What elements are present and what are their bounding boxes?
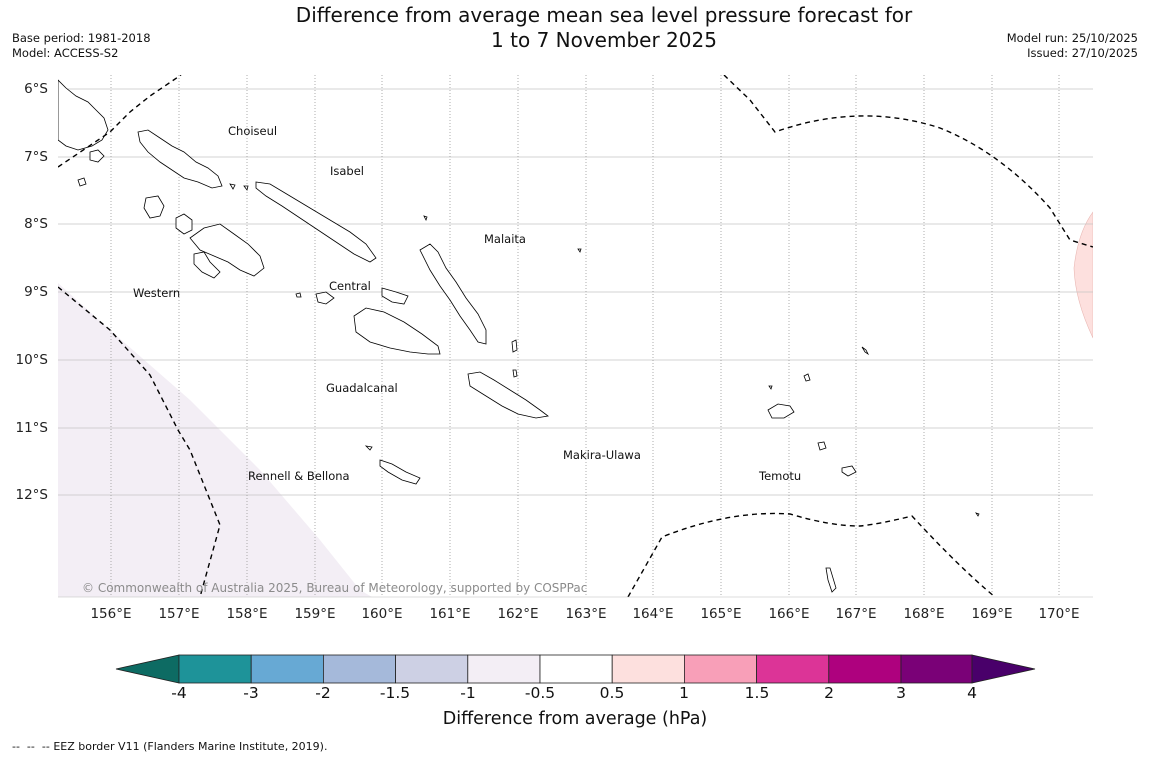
malaita-island <box>419 243 487 345</box>
anuta-islets <box>825 567 837 593</box>
region-label-central: Central <box>329 279 371 293</box>
dashed-line-icon: -- -- -- <box>12 740 54 753</box>
sikaiana-islet <box>577 248 582 253</box>
latitude-gridlines <box>58 88 1093 496</box>
lat-label: 6°S <box>24 81 48 97</box>
lon-label: 162°E <box>497 606 539 622</box>
small-malaita-island <box>511 339 518 353</box>
eez-borders <box>58 75 1093 597</box>
shortland-island <box>89 149 105 163</box>
meta-left: Base period: 1981-2018 Model: ACCESS-S2 <box>12 31 151 61</box>
model-run: Model run: 25/10/2025 <box>1006 31 1138 45</box>
region-label-choiseul: Choiseul <box>228 124 278 138</box>
small-western-islet <box>229 183 236 190</box>
colorbar-tick: -1 <box>460 684 476 702</box>
russell-islands <box>315 291 335 305</box>
new-georgia-island <box>189 223 265 277</box>
colorbar-tick: 0.5 <box>599 684 625 702</box>
colorbar-tick: 4 <box>967 684 977 702</box>
small-islet-east <box>768 385 773 390</box>
colorbar-tick: -1.5 <box>379 684 411 702</box>
title-line-1: Difference from average mean sea level p… <box>295 3 913 27</box>
rendova-island <box>193 251 221 279</box>
makira-island <box>467 371 549 419</box>
lon-label: 163°E <box>565 606 607 622</box>
colorbar-tick: 3 <box>896 684 906 702</box>
small-western-islet-2 <box>243 185 249 191</box>
map-plot-area <box>58 75 1093 597</box>
vanikoro-island <box>841 465 857 477</box>
lon-label: 168°E <box>903 606 945 622</box>
savo-island <box>295 292 302 298</box>
coastlines <box>58 79 980 593</box>
model-name: Model: ACCESS-S2 <box>12 46 119 60</box>
duff-islet <box>861 346 870 356</box>
longitude-gridlines <box>110 75 1060 597</box>
bellona-island <box>364 445 373 451</box>
positive-anomaly-area <box>1073 211 1093 339</box>
lon-label: 157°E <box>158 606 200 622</box>
bougainville-island <box>58 79 109 151</box>
vella-lavella-island <box>143 195 165 219</box>
lon-label: 164°E <box>632 606 674 622</box>
ulawa-island <box>512 369 518 378</box>
lat-label: 11°S <box>15 420 49 436</box>
copyright-notice: © Commonwealth of Australia 2025, Bureau… <box>82 581 588 595</box>
guadalcanal-island <box>353 307 441 355</box>
lon-label: 170°E <box>1038 606 1080 622</box>
reef-islands <box>803 373 811 382</box>
colorbar-tick: -4 <box>171 684 187 702</box>
base-period: Base period: 1981-2018 <box>12 31 151 45</box>
lon-label: 167°E <box>835 606 877 622</box>
choiseul-island <box>137 129 223 189</box>
negative-anomaly-area <box>58 283 372 597</box>
issued-date: Issued: 27/10/2025 <box>1027 46 1138 60</box>
region-label-isabel: Isabel <box>330 164 365 178</box>
lat-label: 10°S <box>15 352 49 368</box>
region-label-malaita: Malaita <box>484 232 526 246</box>
nggela-islands <box>381 287 409 305</box>
region-label-western: Western <box>133 286 181 300</box>
colorbar-tick: 1.5 <box>744 684 770 702</box>
ndende-island <box>767 403 795 419</box>
lat-label: 9°S <box>24 284 48 300</box>
lon-label: 158°E <box>226 606 268 622</box>
santa-isabel-island <box>255 181 377 263</box>
lon-label: 156°E <box>90 606 132 622</box>
colorbar-label: Difference from average (hPa) <box>442 709 708 729</box>
map-title: Difference from average mean sea level p… <box>0 3 1150 53</box>
lon-label: 165°E <box>700 606 742 622</box>
small-islet <box>77 177 87 187</box>
lon-label: 159°E <box>294 606 336 622</box>
lat-label: 8°S <box>24 216 48 232</box>
colorbar-tick: 1 <box>679 684 689 702</box>
region-label-makira-ulawa: Makira-Ulawa <box>563 448 641 462</box>
colorbar-tick: -2 <box>315 684 331 702</box>
meta-right: Model run: 25/10/2025 Issued: 27/10/2025 <box>1007 31 1138 61</box>
rennell-island <box>379 459 421 485</box>
lat-label: 7°S <box>24 149 48 165</box>
colorbar-tick: -0.5 <box>524 684 556 702</box>
lon-label: 161°E <box>429 606 471 622</box>
utupua-island <box>817 441 827 451</box>
region-label-temotu: Temotu <box>759 469 802 483</box>
region-label-guadalcanal: Guadalcanal <box>326 381 398 395</box>
colorbar-tick: 2 <box>824 684 834 702</box>
kolombangara-island <box>175 213 193 235</box>
lon-label: 166°E <box>768 606 810 622</box>
lat-label: 12°S <box>15 487 49 503</box>
eez-legend: -- -- -- EEZ border V11 (Flanders Marine… <box>12 740 327 753</box>
lon-label: 160°E <box>361 606 403 622</box>
eez-legend-text: EEZ border V11 (Flanders Marine Institut… <box>53 740 328 753</box>
colorbar-tick: -3 <box>243 684 259 702</box>
small-isabel-islet <box>423 215 428 222</box>
lon-label: 169°E <box>971 606 1013 622</box>
tikopia-islet <box>975 512 980 517</box>
title-line-2: 1 to 7 November 2025 <box>491 28 717 52</box>
region-label-rennell-bellona: Rennell & Bellona <box>248 469 350 483</box>
